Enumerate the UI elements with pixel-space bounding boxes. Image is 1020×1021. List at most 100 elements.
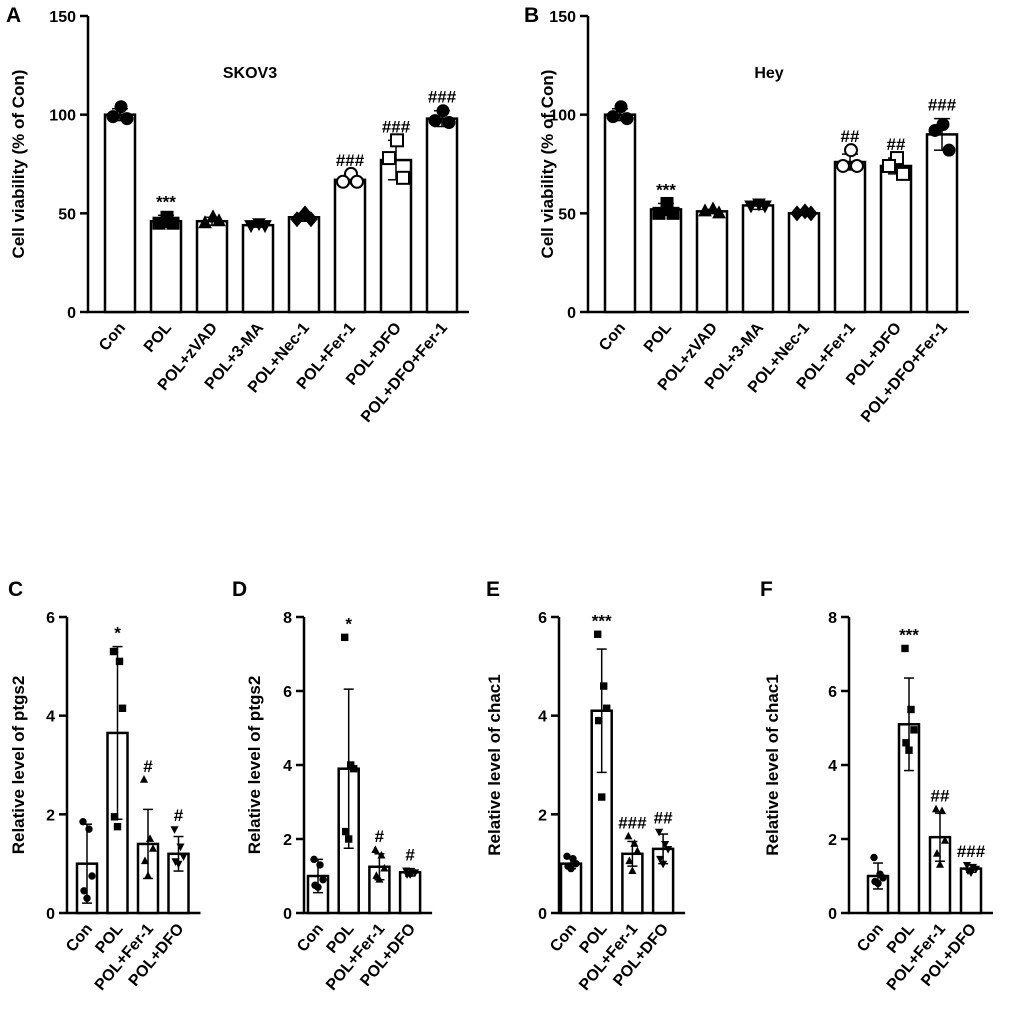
y-tick-label: 6 [283, 684, 292, 701]
data-point [656, 855, 665, 864]
data-point [377, 850, 386, 859]
y-tick-label: 8 [828, 610, 837, 627]
data-point [113, 822, 122, 831]
x-category-label: Con [547, 921, 580, 956]
data-point [80, 887, 88, 895]
chart-title: SKOV3 [223, 65, 277, 82]
panel-letter: D [232, 578, 247, 601]
y-tick-label: 0 [828, 906, 837, 923]
data-point [145, 834, 155, 842]
data-point [341, 633, 349, 642]
data-point [624, 831, 633, 840]
y-tick-label: 4 [828, 758, 837, 775]
data-point [902, 739, 910, 747]
data-point [109, 647, 118, 656]
y-tick-label: 2 [283, 832, 292, 849]
significance-label: ## [887, 135, 906, 154]
data-point [910, 726, 918, 734]
y-tick-label: 50 [558, 206, 576, 223]
data-point [804, 205, 818, 222]
data-point [166, 216, 180, 230]
data-point [905, 746, 913, 754]
data-point [428, 114, 442, 128]
data-point [371, 845, 380, 853]
data-point [652, 206, 666, 220]
significance-label: * [114, 624, 121, 643]
data-point [120, 112, 134, 126]
data-point [606, 110, 620, 124]
x-category-label: POL [141, 319, 175, 355]
data-point [661, 841, 670, 849]
data-point [106, 110, 120, 124]
data-point [152, 216, 166, 230]
data-point [148, 844, 158, 852]
y-tick-label: 100 [49, 108, 76, 125]
data-point [436, 104, 450, 118]
significance-label: ### [618, 814, 647, 833]
data-point [179, 853, 188, 862]
x-category-label: Con [63, 921, 96, 956]
data-point [176, 843, 185, 852]
bar [195, 219, 229, 314]
y-tick-label: 0 [567, 305, 576, 322]
data-point [314, 883, 322, 891]
data-point [874, 879, 882, 888]
data-point [628, 866, 637, 874]
data-point [971, 865, 981, 874]
significance-label: ## [654, 809, 673, 828]
significance-label: # [375, 827, 385, 846]
data-point [310, 855, 318, 864]
data-point [402, 867, 411, 876]
significance-label: ### [928, 96, 957, 115]
data-point [85, 825, 93, 833]
data-point [206, 209, 220, 223]
bar [425, 117, 459, 314]
data-point [901, 644, 909, 653]
y-tick-label: 0 [67, 305, 76, 322]
data-point [290, 211, 304, 228]
y-tick-label: 4 [46, 709, 55, 726]
significance-label: *** [656, 180, 676, 199]
data-point [572, 859, 580, 868]
y-tick-label: 150 [49, 9, 76, 26]
data-point [406, 871, 415, 879]
bar [287, 216, 321, 314]
data-point [630, 839, 639, 847]
data-point [850, 158, 864, 173]
significance-label: ### [957, 842, 986, 861]
data-point [140, 856, 150, 865]
y-tick-label: 2 [828, 832, 837, 849]
data-point [88, 872, 96, 880]
data-point [375, 874, 384, 883]
data-point [870, 853, 878, 862]
data-point [83, 894, 91, 902]
data-point [836, 158, 850, 173]
data-point [350, 174, 364, 189]
panel-letter: E [486, 578, 500, 601]
data-point [932, 849, 942, 857]
data-point [382, 151, 396, 166]
significance-label: *** [899, 625, 919, 644]
y-axis-label: Relative level of chac1 [763, 674, 782, 855]
data-point [625, 856, 634, 865]
y-tick-label: 0 [538, 906, 547, 923]
data-point [79, 818, 87, 826]
data-point [603, 704, 611, 712]
data-point [212, 213, 226, 227]
chart-title: Hey [754, 65, 783, 82]
y-tick-label: 6 [46, 610, 55, 627]
significance-label: ## [841, 127, 860, 146]
bar [879, 164, 913, 314]
bar [787, 212, 821, 314]
chart-panel-b: B Hey 0 50 100 150 Cell viability (% of Con) Co… [524, 4, 969, 426]
data-point [896, 166, 910, 181]
y-tick-label: 4 [283, 758, 292, 775]
data-point [595, 716, 603, 725]
data-point [319, 876, 327, 884]
data-point [966, 869, 976, 878]
data-point [350, 765, 358, 773]
data-point [442, 116, 456, 130]
